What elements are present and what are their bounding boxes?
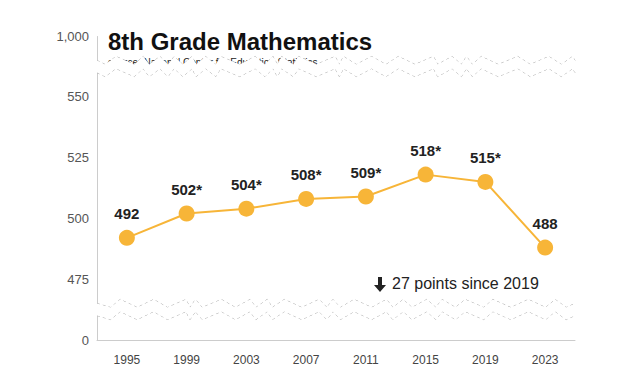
svg-text:508*: 508* <box>291 166 322 183</box>
svg-text:27 points since 2019: 27 points since 2019 <box>392 275 539 292</box>
svg-text:0: 0 <box>82 333 89 348</box>
svg-text:2019: 2019 <box>472 353 499 367</box>
svg-text:500: 500 <box>67 211 89 226</box>
svg-text:525: 525 <box>67 150 89 165</box>
svg-text:1999: 1999 <box>173 353 200 367</box>
svg-text:509*: 509* <box>350 164 381 181</box>
svg-text:8th Grade Mathematics: 8th Grade Mathematics <box>108 28 372 55</box>
svg-text:504*: 504* <box>231 176 262 193</box>
svg-text:1,000: 1,000 <box>56 29 89 44</box>
svg-text:502*: 502* <box>171 181 202 198</box>
svg-text:1995: 1995 <box>114 353 141 367</box>
svg-text:2015: 2015 <box>412 353 439 367</box>
svg-text:475: 475 <box>67 272 89 287</box>
svg-text:2003: 2003 <box>233 353 260 367</box>
svg-text:2011: 2011 <box>353 353 379 367</box>
svg-text:515*: 515* <box>470 149 501 166</box>
svg-text:2023: 2023 <box>532 353 559 367</box>
svg-text:492: 492 <box>114 205 139 222</box>
svg-text:488: 488 <box>533 215 558 232</box>
svg-text:550: 550 <box>67 89 89 104</box>
svg-text:2007: 2007 <box>293 353 320 367</box>
svg-text:518*: 518* <box>410 142 441 159</box>
